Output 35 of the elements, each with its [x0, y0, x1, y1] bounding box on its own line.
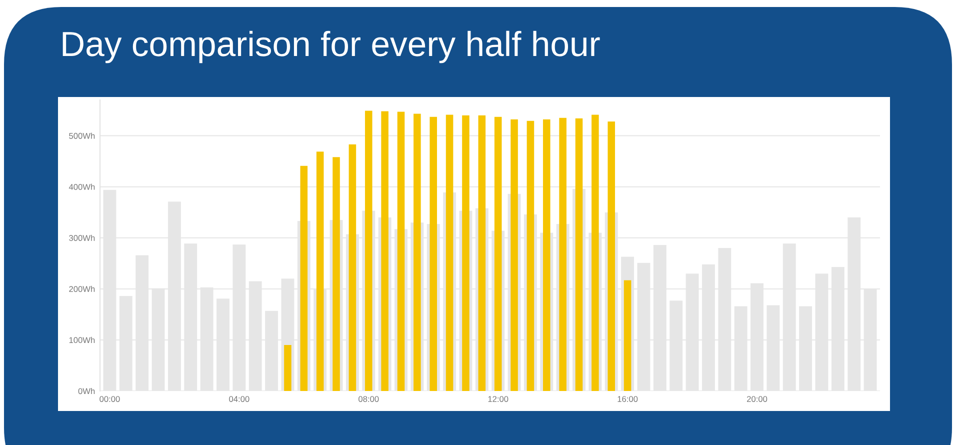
bar — [446, 114, 454, 391]
x-tick-label: 04:00 — [229, 396, 250, 402]
y-tick-label: 500Wh — [69, 132, 95, 139]
bar — [624, 280, 632, 391]
x-tick-label: 20:00 — [747, 396, 768, 402]
x-tick-label: 12:00 — [488, 396, 508, 402]
y-tick-label: 100Wh — [69, 336, 95, 344]
bar — [397, 112, 405, 391]
x-tick-label: 00:00 — [100, 396, 120, 402]
bar — [414, 114, 421, 391]
bar — [284, 345, 292, 391]
bar — [381, 111, 388, 391]
bar — [364, 110, 372, 391]
y-tick-label: 0Wh — [78, 388, 95, 394]
x-tick-label: 08:00 — [358, 396, 379, 402]
bar — [526, 120, 534, 391]
bar — [608, 121, 616, 391]
bar — [462, 115, 470, 391]
bar — [592, 114, 599, 391]
bar — [559, 118, 566, 391]
bar — [543, 119, 550, 391]
bar — [332, 157, 340, 391]
bar — [316, 152, 324, 391]
y-tick-label: 400Wh — [68, 184, 95, 190]
x-tick-label: 16:00 — [618, 396, 638, 402]
bar — [510, 119, 518, 391]
bar — [478, 115, 486, 391]
bar — [575, 118, 583, 391]
y-tick-label: 300Wh — [69, 234, 95, 241]
chart-title: Day comparison for every half hour — [62, 30, 600, 64]
bar — [348, 144, 356, 391]
bar — [494, 116, 502, 391]
y-tick-label: 200Wh — [69, 286, 95, 292]
bar — [300, 166, 308, 391]
bar — [430, 116, 437, 391]
